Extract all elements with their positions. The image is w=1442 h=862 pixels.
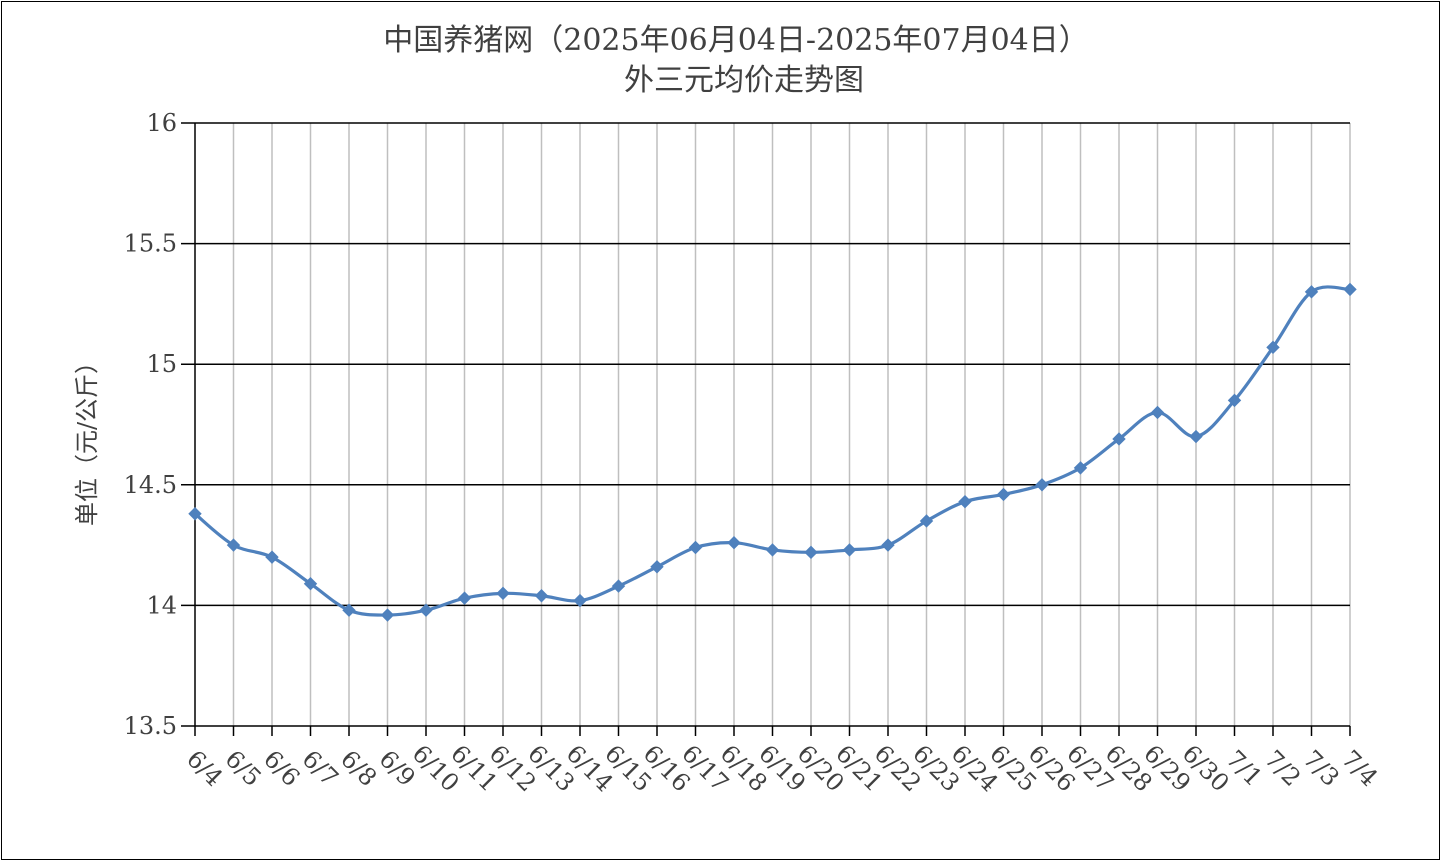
y-axis-title: 单位（元/公斤）	[73, 350, 101, 526]
data-point-marker	[1035, 478, 1049, 492]
x-tick-label: 7/1	[1221, 745, 1268, 792]
data-point-marker	[958, 494, 972, 509]
data-point-marker	[303, 576, 318, 591]
data-point-marker	[996, 487, 1011, 502]
data-point-marker	[842, 543, 857, 557]
x-axis-tick-labels: 6/46/56/66/76/86/96/106/116/126/136/146/…	[181, 739, 1383, 797]
data-point-marker	[534, 589, 549, 603]
data-point-marker	[1304, 285, 1319, 299]
x-tick-label: 7/4	[1336, 745, 1383, 792]
data-point-marker	[380, 608, 395, 622]
data-point-marker	[1266, 340, 1280, 355]
x-tick-label: 7/3	[1298, 745, 1345, 792]
vertical-gridlines	[194, 123, 1351, 726]
y-axis-tick-labels: 13.5 14 14.5 15 15.5 16	[124, 109, 177, 740]
chart-title: 中国养猪网（2025年06月04日-2025年07月04日）	[383, 23, 1089, 58]
x-tick-label: 6/4	[181, 745, 228, 792]
data-point-marker	[457, 591, 472, 605]
y-tick-label: 15	[146, 350, 177, 378]
data-point-marker	[496, 586, 510, 601]
x-tick-label: 7/2	[1259, 745, 1306, 792]
data-point-marker	[1343, 282, 1357, 297]
x-tick-label: 6/7	[297, 745, 344, 792]
y-tick-label: 14.5	[124, 471, 177, 499]
horizontal-gridlines	[181, 122, 1351, 736]
data-point-marker	[188, 507, 202, 521]
data-point-marker	[1112, 432, 1126, 446]
data-point-marker	[1227, 393, 1242, 408]
data-point-marker	[881, 538, 895, 552]
data-point-marker	[1189, 429, 1203, 444]
data-point-marker	[919, 514, 934, 528]
price-series	[188, 282, 1357, 622]
data-point-marker	[611, 579, 626, 593]
data-point-marker	[419, 603, 433, 617]
data-point-marker	[342, 603, 356, 617]
data-point-marker	[650, 560, 664, 574]
data-point-marker	[727, 535, 741, 550]
data-point-marker	[573, 593, 587, 608]
data-point-marker	[226, 538, 241, 552]
data-point-marker	[804, 545, 818, 560]
data-point-marker	[765, 543, 780, 557]
data-point-marker	[1150, 405, 1165, 420]
y-tick-label: 14	[146, 591, 177, 619]
y-tick-label: 15.5	[124, 230, 177, 258]
data-point-marker	[688, 540, 703, 555]
x-tick-label: 6/5	[220, 745, 267, 792]
y-tick-label: 16	[146, 109, 177, 137]
chart-subtitle: 外三元均价走势图	[624, 63, 864, 98]
data-point-marker	[265, 550, 279, 564]
y-tick-label: 13.5	[124, 712, 177, 740]
x-tick-label: 6/8	[335, 745, 382, 792]
x-tick-label: 6/6	[258, 745, 305, 792]
data-point-marker	[1073, 461, 1088, 475]
